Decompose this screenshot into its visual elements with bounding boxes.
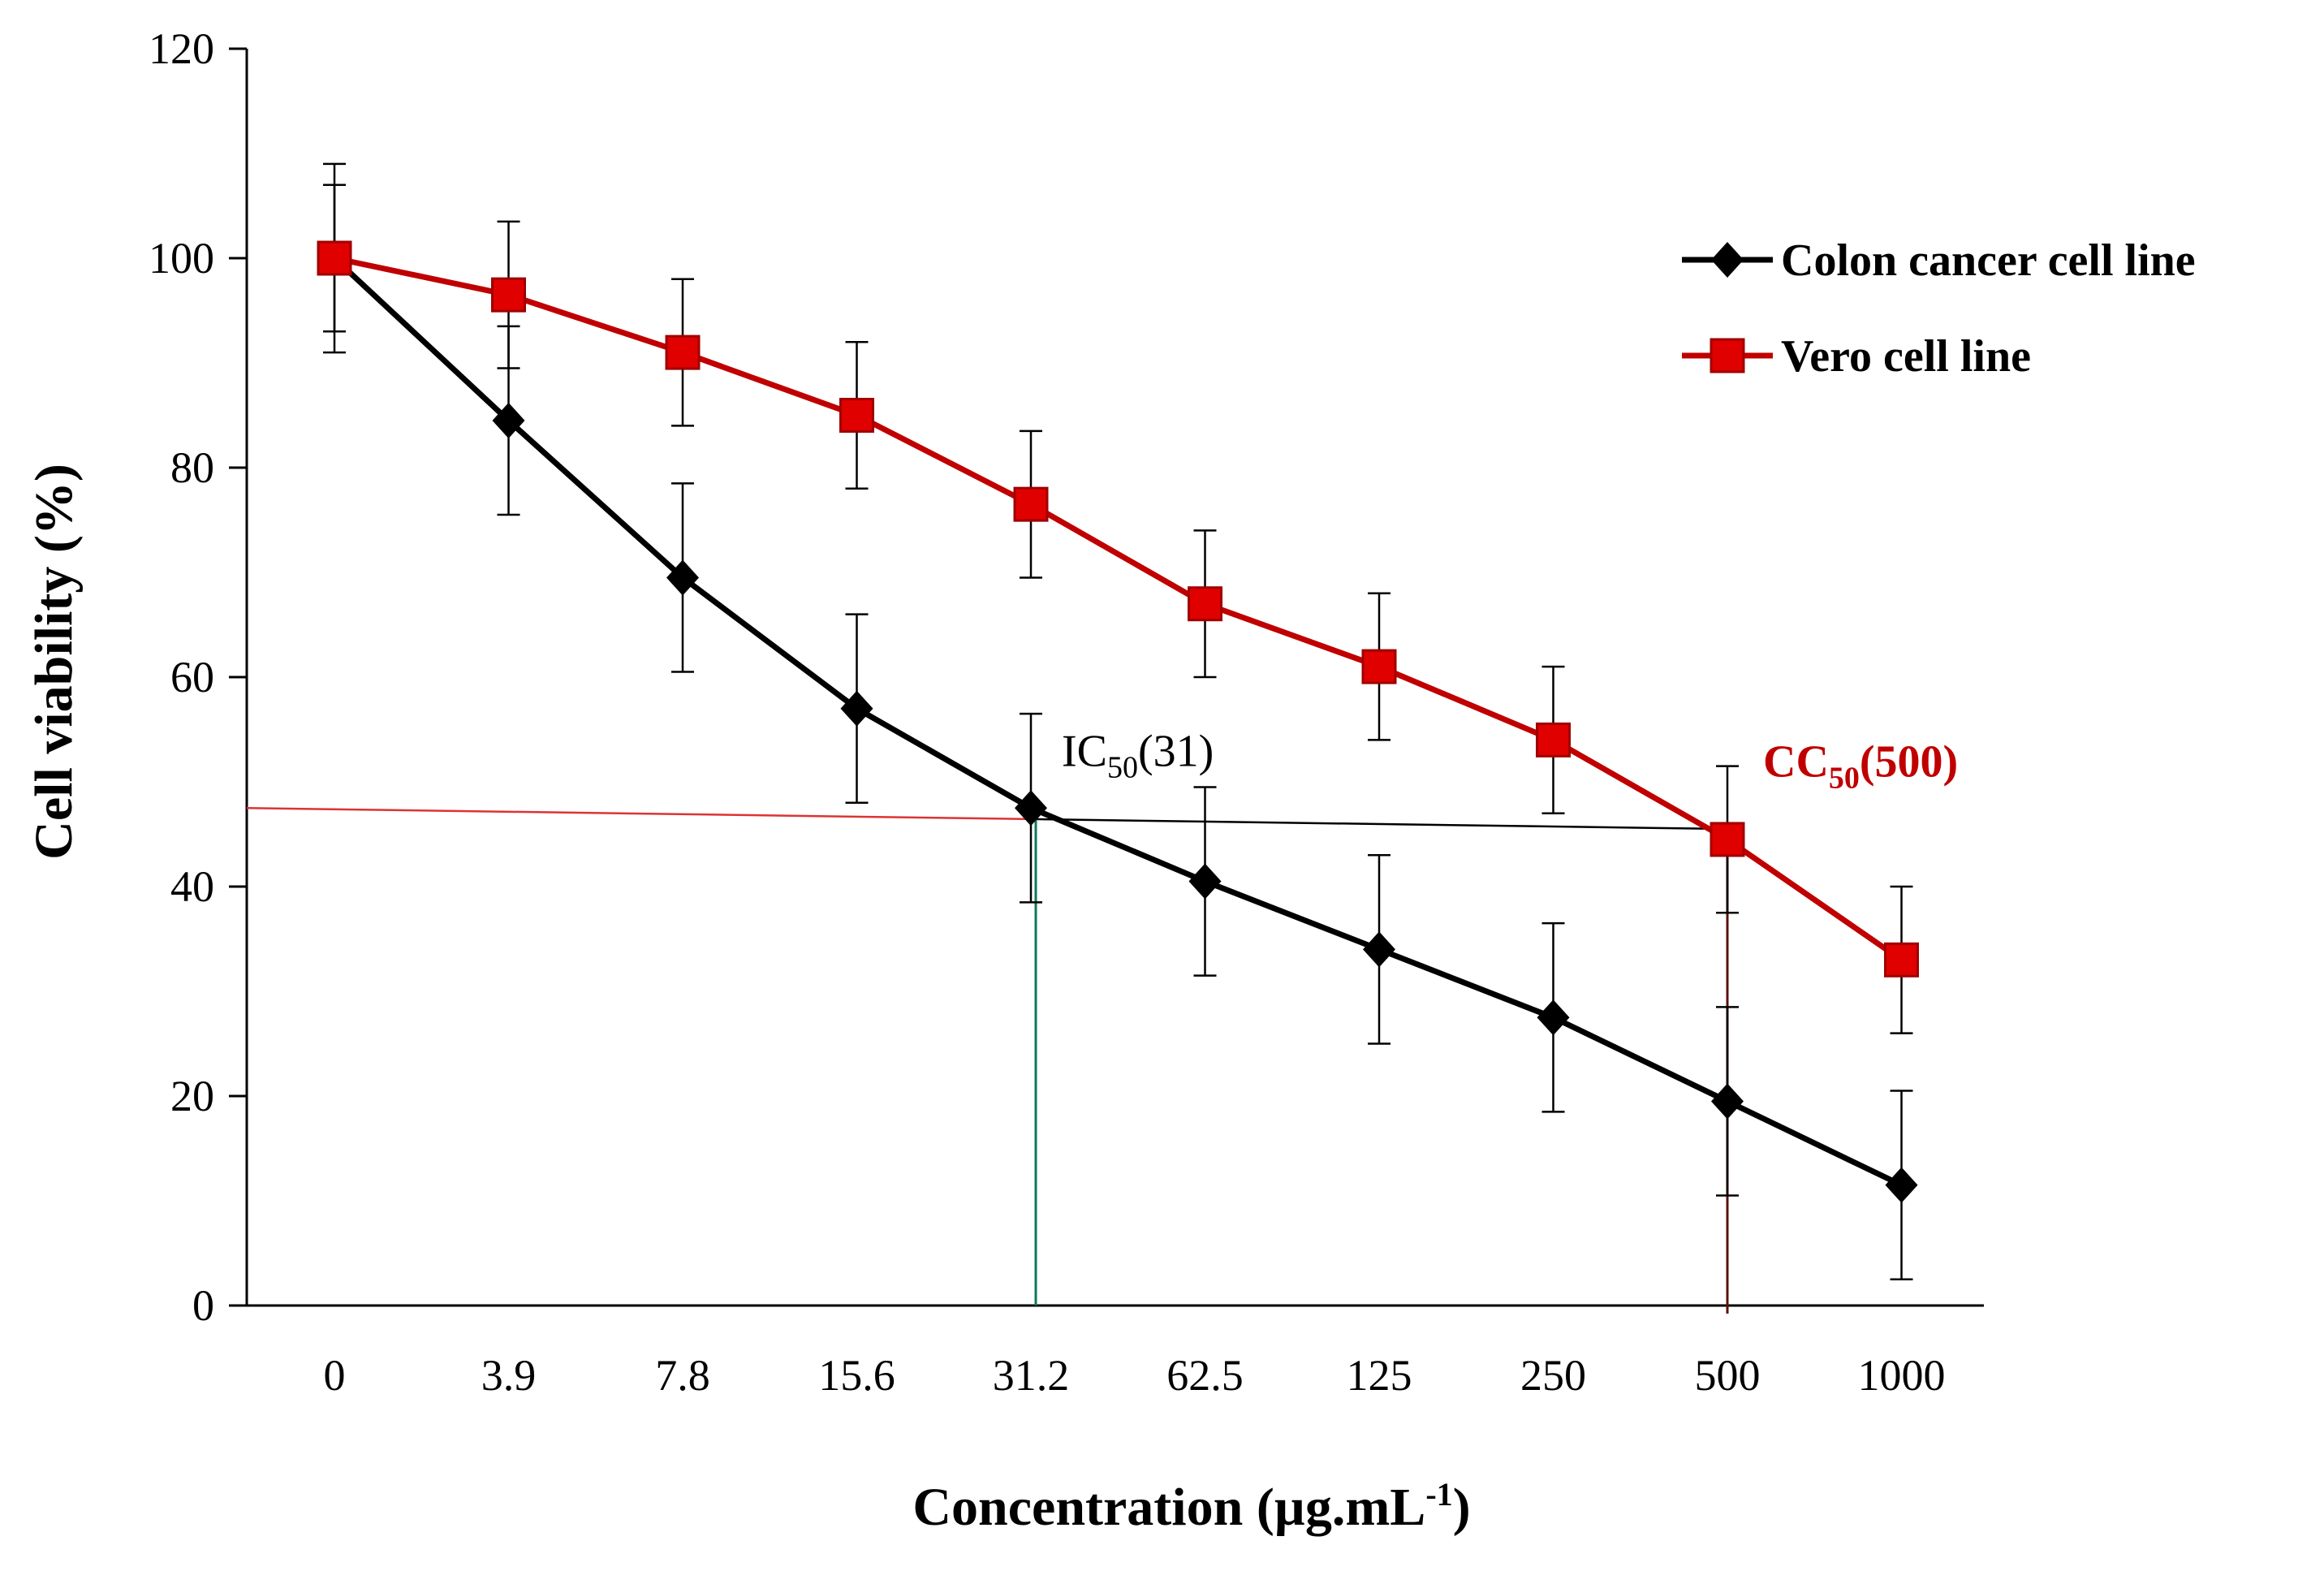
reference-lines — [246, 807, 1729, 1314]
data-point-square — [839, 398, 874, 433]
legend-item-0: Colon cancer cell line — [1682, 235, 2196, 286]
series-1 — [317, 183, 1919, 1034]
x-tick-label: 31.2 — [993, 1351, 1070, 1400]
data-point-square — [317, 240, 352, 276]
data-point-diamond — [840, 690, 873, 727]
x-axis-title-main: Concentration (µg.mL — [912, 1478, 1425, 1537]
x-axis-title-sup: -1 — [1425, 1476, 1452, 1513]
series-0 — [318, 162, 1918, 1280]
annotation-1: CC50(500) — [1763, 737, 1958, 796]
axes: 0 20 40 60 80 100 120 0 3.9 7.8 15.6 31.2 62.5 125 250… — [149, 24, 1984, 1400]
x-tick-label: 500 — [1695, 1351, 1761, 1400]
legend-label: Vero cell line — [1781, 331, 2031, 382]
data-point-square — [665, 334, 701, 370]
data-point-square — [1710, 822, 1745, 857]
legend-marker-square — [1710, 338, 1745, 373]
x-axis-title: Concentration (µg.mL-1) — [912, 1476, 1470, 1537]
legend-marker-diamond — [1711, 242, 1744, 278]
y-tick-label: 80 — [170, 443, 214, 492]
legend-label: Colon cancer cell line — [1781, 235, 2196, 286]
series-line — [332, 256, 1904, 1188]
y-tick-label: 40 — [170, 862, 214, 911]
x-tick-label: 62.5 — [1166, 1351, 1244, 1400]
y-tick-label: 100 — [149, 234, 214, 283]
annotations: IC50(31) CC50(500) — [1062, 727, 1958, 796]
x-tick-label: 0 — [324, 1351, 346, 1400]
horizontal-reference-line-black — [1030, 818, 1728, 831]
x-tick-label: 15.6 — [818, 1351, 895, 1400]
data-point-diamond — [1363, 931, 1395, 968]
y-axis-title: Cell viability (%) — [24, 464, 84, 860]
y-tick-label: 20 — [170, 1072, 214, 1120]
data-point-diamond — [1015, 790, 1047, 827]
data-point-diamond — [1885, 1167, 1918, 1203]
data-point-square — [1188, 586, 1222, 622]
x-axis-title-close: ) — [1453, 1478, 1471, 1537]
y-tick-label: 60 — [170, 653, 214, 701]
data-point-square — [1536, 722, 1571, 757]
data-point-diamond — [1537, 999, 1570, 1036]
data-point-square — [1013, 486, 1049, 522]
x-tick-label: 250 — [1520, 1351, 1586, 1400]
data-point-diamond — [666, 559, 699, 596]
legend: Colon cancer cell line Vero cell line — [1682, 235, 2196, 382]
x-tick-label: 125 — [1347, 1351, 1412, 1400]
data-point-diamond — [1188, 863, 1222, 900]
data-point-diamond — [492, 402, 525, 438]
data-point-square — [1884, 942, 1919, 978]
annotation-0: IC50(31) — [1062, 727, 1214, 785]
data-point-square — [1361, 649, 1397, 684]
data-point-square — [491, 277, 526, 313]
horizontal-reference-line-red — [246, 807, 1032, 821]
y-tick-label: 120 — [149, 24, 214, 73]
data-point-diamond — [1711, 1083, 1744, 1120]
series-line — [334, 255, 1904, 963]
x-tick-label: 3.9 — [481, 1351, 537, 1400]
legend-item-1: Vero cell line — [1682, 331, 2031, 382]
series — [317, 162, 1919, 1280]
y-tick-label: 0 — [192, 1281, 214, 1330]
x-tick-label: 7.8 — [655, 1351, 710, 1400]
x-tick-label: 1000 — [1858, 1351, 1946, 1400]
